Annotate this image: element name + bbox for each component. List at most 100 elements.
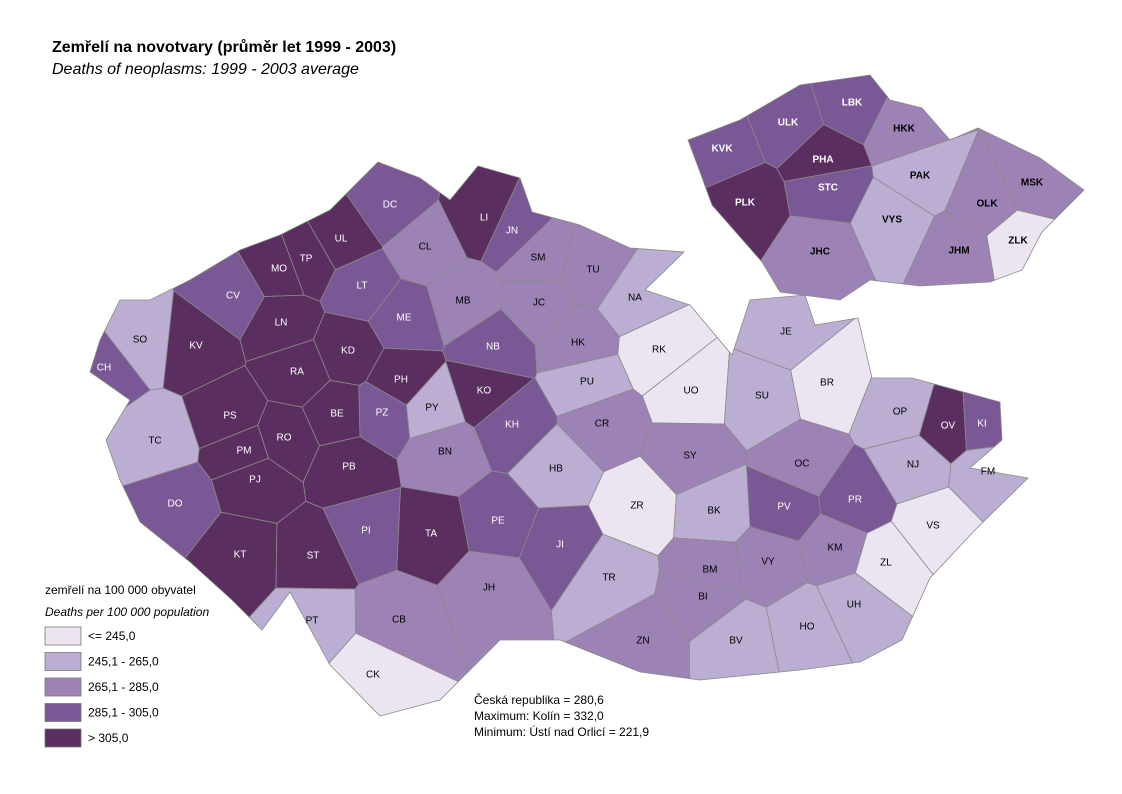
district-label: NA (628, 293, 642, 304)
legend-swatch (44, 677, 82, 697)
map-title: Zemřelí na novotvary (průměr let 1999 - … (52, 39, 396, 56)
district-label: RK (652, 345, 666, 356)
district-label: PI (361, 526, 370, 537)
district-label: PHA (812, 155, 833, 166)
district-label: OP (893, 407, 908, 418)
district-label: PZ (376, 408, 389, 419)
district-label: PH (394, 375, 408, 386)
district-label: LN (275, 318, 288, 329)
district-label: KVK (711, 144, 733, 155)
legend-swatch (44, 728, 82, 748)
legend-label: 285,1 - 305,0 (88, 706, 159, 720)
district-label: RO (277, 433, 292, 444)
district-label: VY (761, 557, 775, 568)
district-label: JC (533, 298, 545, 309)
district-area (328, 632, 459, 717)
district-label: TP (300, 254, 313, 265)
legend-subtitle: Deaths per 100 000 population (45, 605, 209, 619)
district-label: RA (290, 367, 304, 378)
district-label: PV (777, 502, 791, 513)
legend-label: > 305,0 (88, 731, 129, 745)
district-label: SO (133, 335, 148, 346)
district-label: KV (189, 341, 203, 352)
district-label: PB (342, 462, 356, 473)
legend-label: 245,1 - 265,0 (88, 655, 159, 669)
district-area (436, 550, 555, 673)
district-label: LBK (842, 98, 863, 109)
legend-swatch (44, 703, 82, 722)
district-label: ME (397, 313, 412, 324)
district-label: ST (307, 551, 320, 562)
district-label: MB (456, 296, 471, 307)
district-label: KT (234, 550, 247, 561)
note: Maximum: Kolín = 332,0 (474, 709, 604, 723)
district-label: JH (483, 583, 495, 594)
district-label: PE (491, 516, 505, 527)
district-label: JHC (810, 247, 830, 258)
district-label: NJ (907, 460, 919, 471)
district-label: CH (97, 363, 111, 374)
district-label: KM (828, 543, 843, 554)
district-label: OV (941, 421, 956, 432)
district-label: BV (729, 636, 743, 647)
legend-swatch (44, 652, 82, 671)
district-area (760, 215, 877, 301)
district-label: BE (330, 409, 344, 420)
legend-label: 265,1 - 285,0 (88, 680, 159, 694)
district-label: PJ (249, 475, 261, 486)
district-label: SY (683, 451, 697, 462)
district-label: STC (818, 183, 838, 194)
district-label: VYS (882, 215, 902, 226)
legend-label: <= 245,0 (88, 629, 136, 643)
district-label: UH (847, 600, 861, 611)
district-label: FM (981, 467, 995, 478)
district-label: DO (168, 499, 183, 510)
district-label: UO (684, 386, 699, 397)
district-label: MO (271, 264, 287, 275)
district-label: KO (477, 386, 492, 397)
district-label: TA (425, 529, 437, 540)
district-label: HK (571, 338, 585, 349)
district-label: VS (926, 521, 940, 532)
legend-title: zemřelí na 100 000 obyvatel (45, 583, 196, 597)
district-label: PT (306, 616, 319, 627)
district-label: KI (977, 419, 986, 430)
district-label: ZL (880, 558, 892, 569)
district-label: JI (556, 540, 564, 551)
district-label: UL (335, 234, 348, 245)
district-area (962, 391, 1003, 451)
district-label: CK (366, 670, 380, 681)
district-label: JHM (948, 246, 969, 257)
district-label: JE (780, 327, 792, 338)
note: Minimum: Ústí nad Orlicí = 221,9 (474, 724, 649, 739)
district-label: PR (848, 495, 862, 506)
district-label: OLK (976, 199, 998, 210)
district-label: TC (148, 436, 161, 447)
district-label: HB (549, 464, 563, 475)
district-label: TU (586, 265, 599, 276)
district-label: BK (707, 506, 721, 517)
district-label: KD (341, 346, 355, 357)
district-label: LI (480, 213, 488, 224)
district-label: PM (237, 446, 252, 457)
district-area (705, 161, 791, 262)
district-area (902, 210, 995, 287)
district-label: PLK (735, 198, 756, 209)
district-label: SM (531, 253, 546, 264)
district-label: BI (698, 592, 707, 603)
district-label: ZN (636, 636, 649, 647)
district-label: ULK (778, 118, 799, 129)
district-label: DC (383, 200, 397, 211)
legend-swatch (44, 626, 82, 646)
district-label: CL (419, 242, 432, 253)
district-label: CB (392, 615, 406, 626)
district-label: LT (357, 281, 368, 292)
district-label: CV (226, 291, 240, 302)
district-label: BN (438, 447, 452, 458)
district-label: PU (580, 377, 594, 388)
district-label: PAK (910, 171, 931, 182)
map-subtitle: Deaths of neoplasms: 1999 - 2003 average (52, 61, 359, 78)
note: Česká republika = 280,6 (474, 692, 604, 707)
